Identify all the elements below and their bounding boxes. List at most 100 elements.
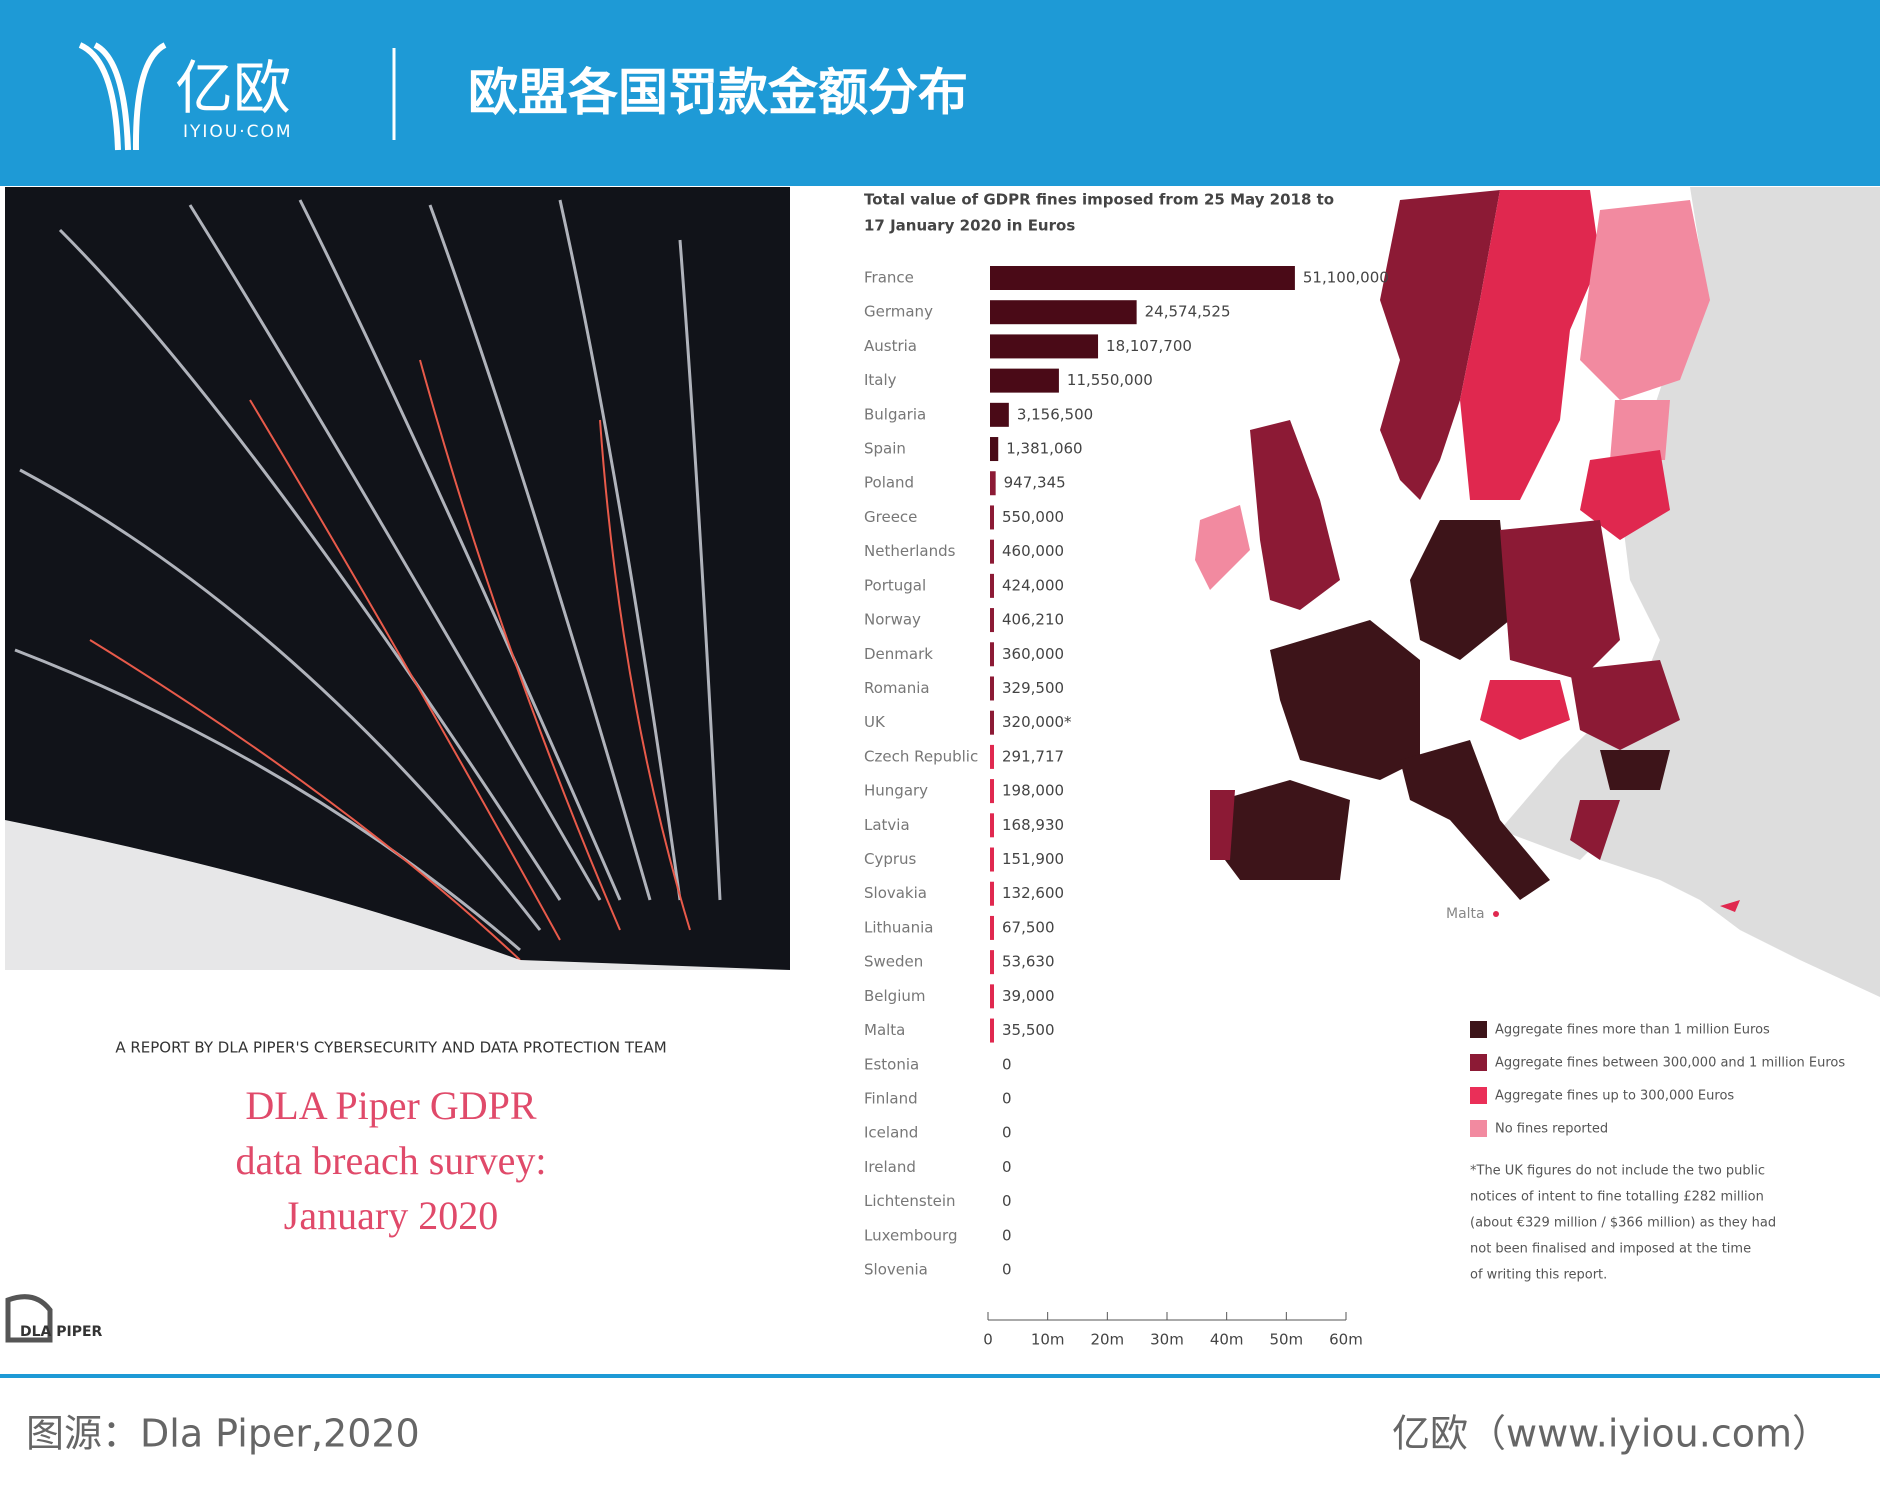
value-label: 53,630 <box>1002 953 1055 971</box>
bar <box>990 539 994 564</box>
value-label: 24,574,525 <box>1145 303 1231 321</box>
category-label: Czech Republic <box>864 747 978 765</box>
cover-title: data breach survey: <box>236 1138 547 1183</box>
category-label: Poland <box>864 474 914 492</box>
brand-mark <box>5 1294 53 1343</box>
category-label: Cyprus <box>864 850 917 868</box>
category-label: Denmark <box>864 645 933 663</box>
x-tick-label: 30m <box>1150 1331 1184 1349</box>
x-tick-label: 50m <box>1269 1331 1303 1349</box>
x-tick-label: 10m <box>1031 1331 1065 1349</box>
category-label: Belgium <box>864 987 926 1005</box>
value-label: 406,210 <box>1002 611 1064 629</box>
bar <box>990 402 1009 427</box>
bar <box>990 984 994 1009</box>
category-label: Lichtenstein <box>864 1192 956 1210</box>
legend-swatch <box>1470 1087 1487 1104</box>
category-label: Norway <box>864 611 921 629</box>
category-label: Luxembourg <box>864 1226 958 1244</box>
logo-mark <box>78 42 167 151</box>
value-label: 67,500 <box>1002 918 1055 936</box>
value-label: 0 <box>1002 1089 1012 1107</box>
category-label: Italy <box>864 371 897 389</box>
value-label: 35,500 <box>1002 1021 1055 1039</box>
bar <box>990 300 1137 325</box>
category-label: Finland <box>864 1089 918 1107</box>
x-tick-label: 0 <box>983 1331 993 1349</box>
category-label: UK <box>864 713 886 731</box>
value-label: 0 <box>1002 1055 1012 1073</box>
cover-report-by: A REPORT BY DLA PIPER'S CYBERSECURITY AN… <box>115 1039 666 1057</box>
legend-swatch <box>1470 1120 1487 1137</box>
logo-sub: IYIOU·COM <box>183 122 293 142</box>
value-label: 0 <box>1002 1261 1012 1279</box>
category-label: Latvia <box>864 816 910 834</box>
map-label: Malta <box>1446 906 1485 922</box>
bar <box>990 847 994 872</box>
cover-brand: DLA PIPER <box>20 1324 103 1340</box>
value-label: 360,000 <box>1002 645 1064 663</box>
bar <box>990 368 1059 393</box>
category-label: Hungary <box>864 782 928 800</box>
bar <box>990 744 994 769</box>
bar <box>990 779 994 804</box>
value-label: 132,600 <box>1002 884 1064 902</box>
header-title: 欧盟各国罚款金额分布 <box>468 64 968 122</box>
bar <box>990 676 994 701</box>
category-label: Netherlands <box>864 542 956 560</box>
category-label: Ireland <box>864 1158 916 1176</box>
value-label: 51,100,000 <box>1303 269 1389 287</box>
value-label: 460,000 <box>1002 542 1064 560</box>
value-label: 18,107,700 <box>1106 337 1192 355</box>
value-label: 3,156,500 <box>1017 405 1093 423</box>
bar <box>990 1018 994 1043</box>
value-label: 1,381,060 <box>1006 440 1082 458</box>
legend-swatch <box>1470 1054 1487 1071</box>
bar <box>990 813 994 838</box>
bar <box>990 505 994 530</box>
category-label: Malta <box>864 1021 905 1039</box>
bar <box>990 950 994 975</box>
x-tick-label: 40m <box>1210 1331 1244 1349</box>
logo-text: 亿欧 <box>175 54 291 122</box>
value-label: 320,000* <box>1002 713 1072 731</box>
value-label: 0 <box>1002 1192 1012 1210</box>
value-label: 0 <box>1002 1158 1012 1176</box>
value-label: 151,900 <box>1002 850 1064 868</box>
bar <box>990 573 994 598</box>
category-label: Sweden <box>864 953 923 971</box>
cover-art <box>5 187 790 970</box>
value-label: 168,930 <box>1002 816 1064 834</box>
chart-title: Total value of GDPR fines imposed from 2… <box>864 191 1334 209</box>
category-label: Iceland <box>864 1124 918 1142</box>
note-line: *The UK figures do not include the two p… <box>1470 1164 1765 1179</box>
category-label: Estonia <box>864 1055 919 1073</box>
value-label: 947,345 <box>1004 474 1066 492</box>
category-label: Austria <box>864 337 917 355</box>
cover-title: DLA Piper GDPR <box>245 1083 536 1128</box>
value-label: 550,000 <box>1002 508 1064 526</box>
note-line: notices of intent to fine totalling £282… <box>1470 1190 1764 1205</box>
value-label: 39,000 <box>1002 987 1055 1005</box>
category-label: Romania <box>864 679 930 697</box>
value-label: 0 <box>1002 1124 1012 1142</box>
bar <box>990 642 994 667</box>
legend-label: No fines reported <box>1495 1122 1608 1137</box>
bar <box>990 881 994 906</box>
note-line: (about €329 million / $366 million) as t… <box>1470 1216 1776 1231</box>
note-line: not been finalised and imposed at the ti… <box>1470 1242 1751 1257</box>
legend-label: Aggregate fines more than 1 million Euro… <box>1495 1023 1770 1038</box>
category-label: Spain <box>864 440 906 458</box>
note-line: of writing this report. <box>1470 1268 1607 1283</box>
value-label: 291,717 <box>1002 747 1064 765</box>
category-label: Germany <box>864 303 933 321</box>
x-tick-label: 20m <box>1090 1331 1124 1349</box>
bar <box>990 471 996 496</box>
value-label: 11,550,000 <box>1067 371 1153 389</box>
footer-source: 图源：Dla Piper,2020 <box>26 1412 420 1456</box>
header-bar <box>0 0 1880 186</box>
legend-label: Aggregate fines up to 300,000 Euros <box>1495 1089 1734 1104</box>
footer-site: 亿欧（www.iyiou.com） <box>1392 1412 1830 1456</box>
value-label: 329,500 <box>1002 679 1064 697</box>
